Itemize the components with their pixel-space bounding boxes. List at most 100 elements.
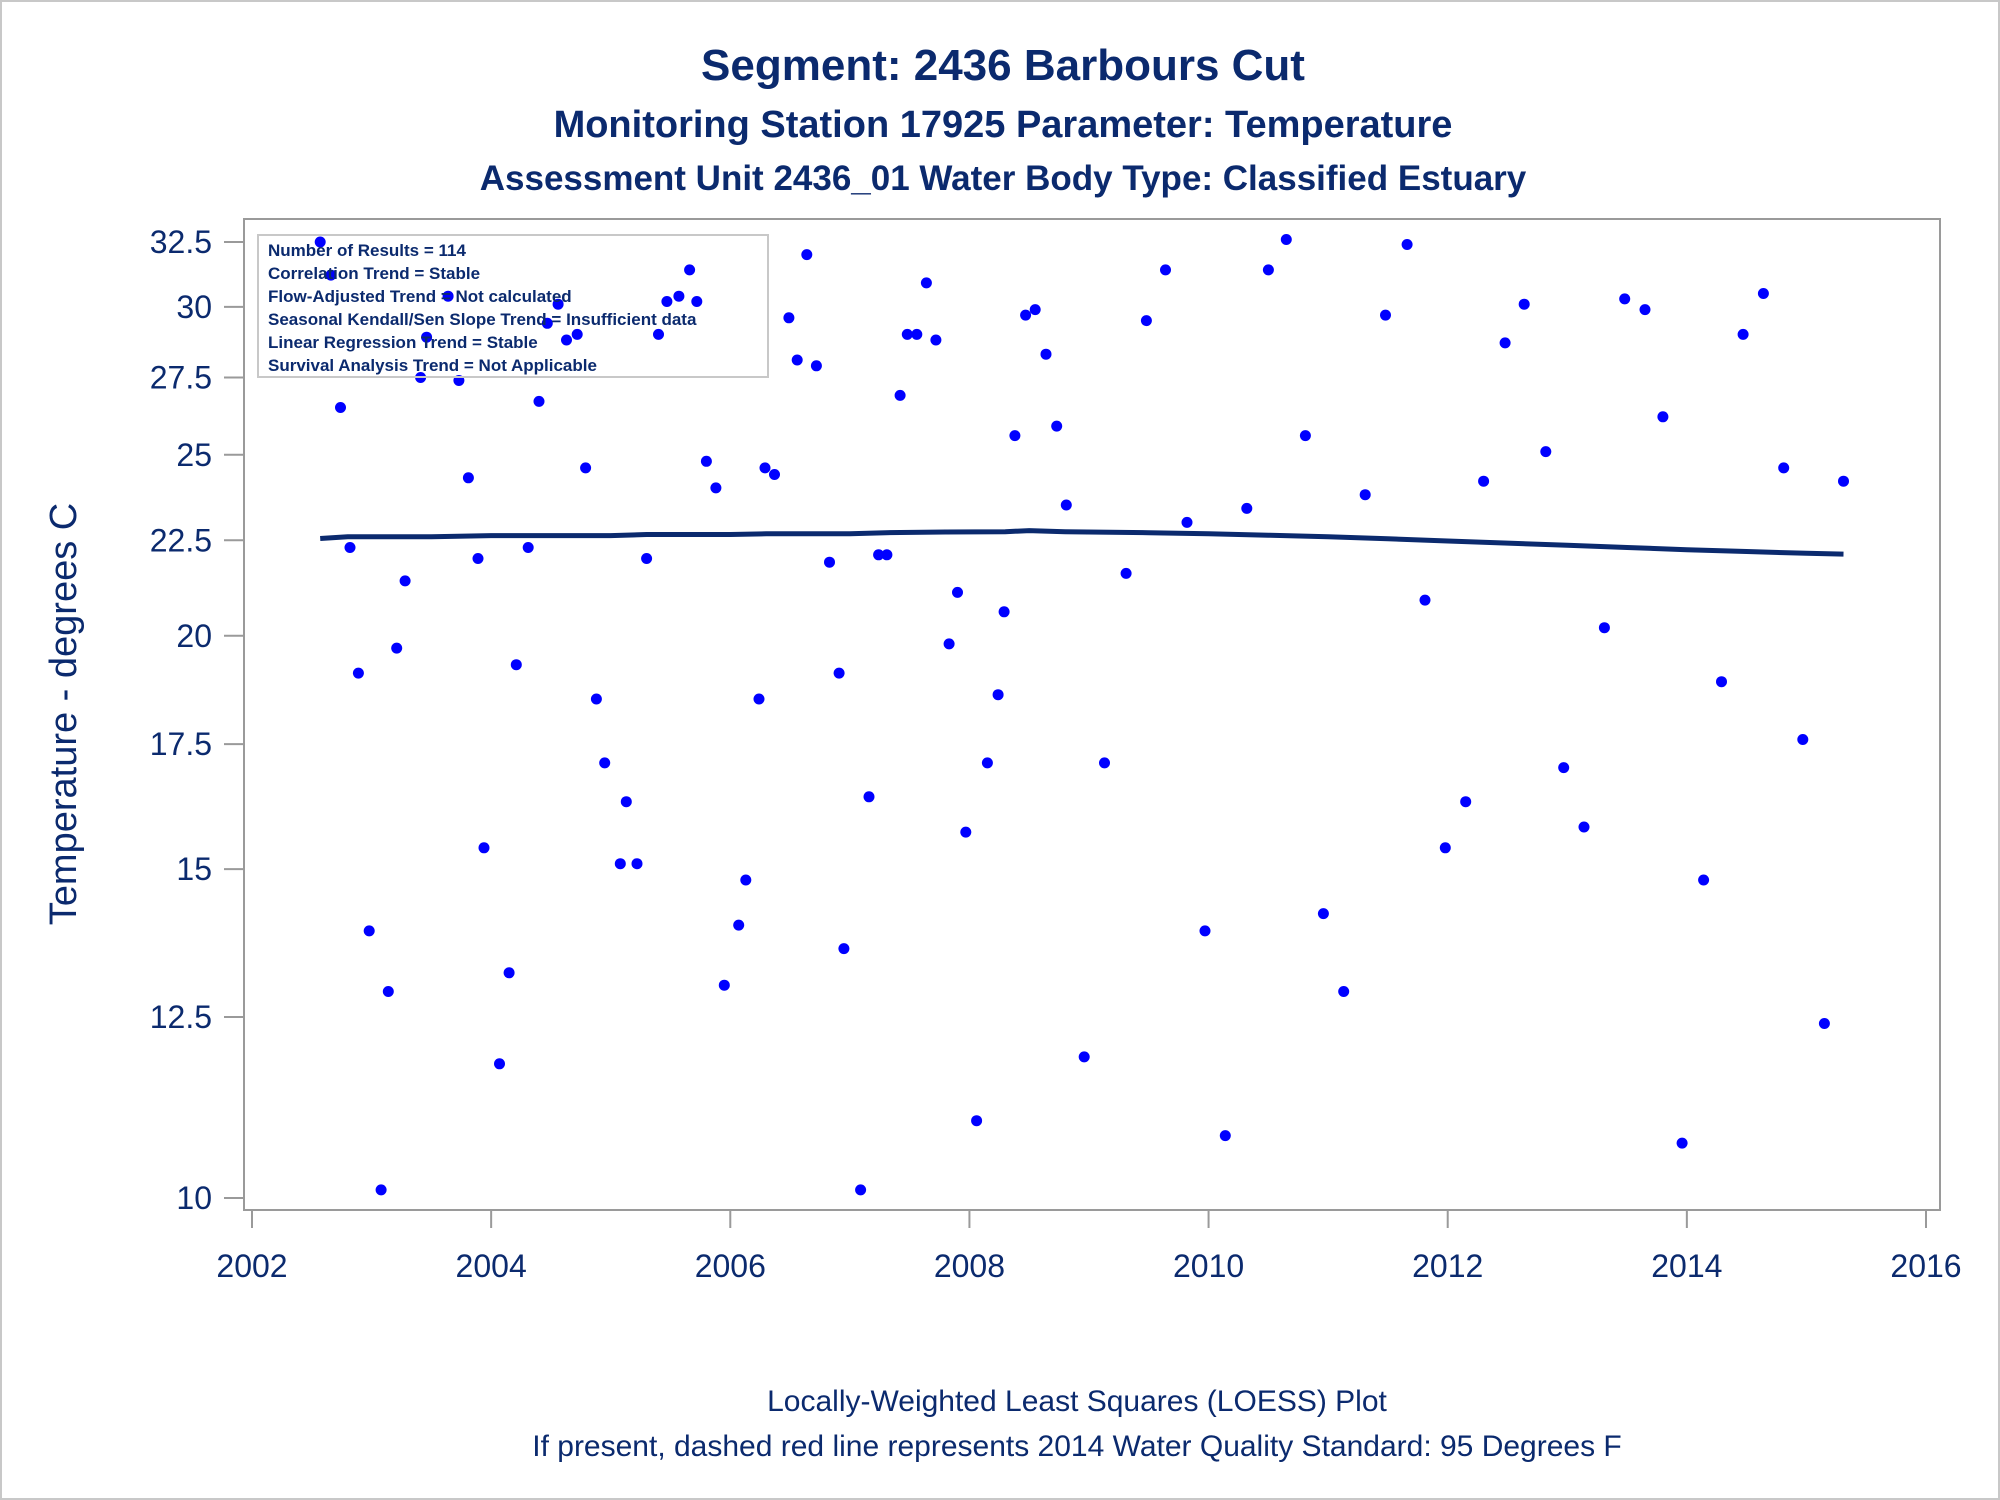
y-tick-label: 17.5 (150, 726, 212, 762)
data-point (1060, 499, 1072, 511)
data-point (824, 556, 835, 568)
x-tick-label: 2004 (456, 1248, 527, 1284)
data-point (1099, 757, 1110, 769)
data-point (1518, 298, 1530, 310)
data-point (1439, 842, 1451, 854)
data-point (472, 553, 484, 564)
stats-line-results: Number of Results = 114 (268, 241, 466, 260)
stats-box: Number of Results = 114 Correlation Tren… (257, 234, 769, 378)
data-point (1419, 594, 1431, 606)
x-tick-label: 2010 (1173, 1248, 1244, 1284)
data-point (1338, 986, 1350, 997)
data-point (684, 264, 696, 276)
y-tick-label: 10 (176, 1180, 212, 1216)
data-point (952, 586, 963, 598)
data-point (998, 606, 1010, 618)
data-point (855, 1184, 867, 1196)
data-point (1359, 489, 1371, 501)
data-point (930, 334, 942, 346)
y-axis: 10 12.5 15 17.5 20 22.5 25 27.5 30 32.5 (150, 224, 244, 1216)
x-axis: 2002 2004 2006 2008 2010 2012 2014 2016 (216, 1210, 1962, 1284)
data-point (462, 472, 474, 484)
data-point (1698, 874, 1710, 886)
data-point (661, 296, 673, 307)
data-point (1499, 337, 1511, 349)
data-point (960, 826, 972, 838)
data-point (881, 549, 893, 561)
data-point (533, 395, 545, 407)
data-point (382, 986, 394, 997)
x-tick-label: 2002 (216, 1248, 287, 1284)
data-point (478, 842, 490, 854)
y-tick-label: 27.5 (150, 359, 212, 395)
data-point (375, 1184, 387, 1196)
data-point (541, 317, 553, 329)
data-point (911, 328, 923, 340)
data-point (1262, 264, 1274, 276)
data-point (1199, 925, 1211, 937)
data-point (1540, 446, 1552, 458)
data-point (1029, 304, 1041, 316)
data-point (614, 858, 626, 870)
data-point (833, 667, 845, 679)
data-point (580, 462, 592, 474)
data-point (641, 553, 653, 564)
data-point (753, 693, 765, 705)
x-tick-label: 2014 (1651, 1248, 1722, 1284)
data-point (653, 328, 664, 340)
plot-area (243, 218, 1941, 1211)
data-point (399, 575, 411, 587)
chart-subtitle: Monitoring Station 17925 Parameter: Temp… (554, 104, 1453, 146)
data-point (1478, 475, 1490, 487)
data-point (673, 290, 685, 302)
data-point (1241, 502, 1253, 514)
data-point (1380, 309, 1391, 321)
y-tick-label: 30 (176, 289, 212, 325)
y-tick-label: 22.5 (150, 522, 212, 558)
data-point (1639, 304, 1651, 316)
data-point (442, 290, 454, 302)
y-tick-label: 25 (176, 437, 212, 473)
data-point (1160, 264, 1171, 276)
data-point (1078, 1051, 1090, 1063)
data-point (620, 796, 632, 808)
footnote-loess: Locally-Weighted Least Squares (LOESS) P… (767, 1385, 1387, 1418)
data-point (1818, 1018, 1830, 1029)
data-point (590, 693, 602, 705)
data-point (1619, 293, 1631, 305)
y-tick-label: 20 (176, 618, 212, 654)
data-point (1299, 430, 1311, 442)
data-point (325, 269, 337, 281)
chart-subtitle-2: Assessment Unit 2436_01 Water Body Type:… (480, 159, 1527, 198)
data-point (863, 791, 875, 803)
scatter-series (314, 234, 1849, 1196)
y-tick-label: 12.5 (150, 999, 212, 1035)
chart-title: Segment: 2436 Barbours Cut (701, 41, 1305, 90)
stats-box-border (257, 234, 769, 378)
data-point (571, 328, 583, 340)
data-point (981, 757, 993, 769)
data-point (718, 979, 730, 991)
data-point (700, 455, 712, 467)
data-point (691, 296, 703, 307)
data-point (1020, 309, 1032, 321)
data-point (733, 919, 745, 931)
data-point (1716, 676, 1727, 688)
y-tick-label: 15 (176, 851, 212, 887)
data-point (759, 462, 771, 474)
data-point (1051, 420, 1063, 432)
data-point (1040, 348, 1052, 360)
loess-line (320, 528, 1844, 557)
data-point (503, 967, 515, 979)
x-tick-label: 2008 (934, 1248, 1005, 1284)
stats-line-seasonal-kendall: Seasonal Kendall/Sen Slope Trend = Insuf… (268, 310, 697, 329)
data-point (352, 667, 364, 679)
data-point (1778, 462, 1790, 474)
y-tick-label: 32.5 (150, 224, 212, 260)
data-point (363, 925, 375, 937)
data-point (1009, 430, 1021, 442)
data-point (1280, 234, 1292, 245)
data-point (920, 277, 932, 289)
